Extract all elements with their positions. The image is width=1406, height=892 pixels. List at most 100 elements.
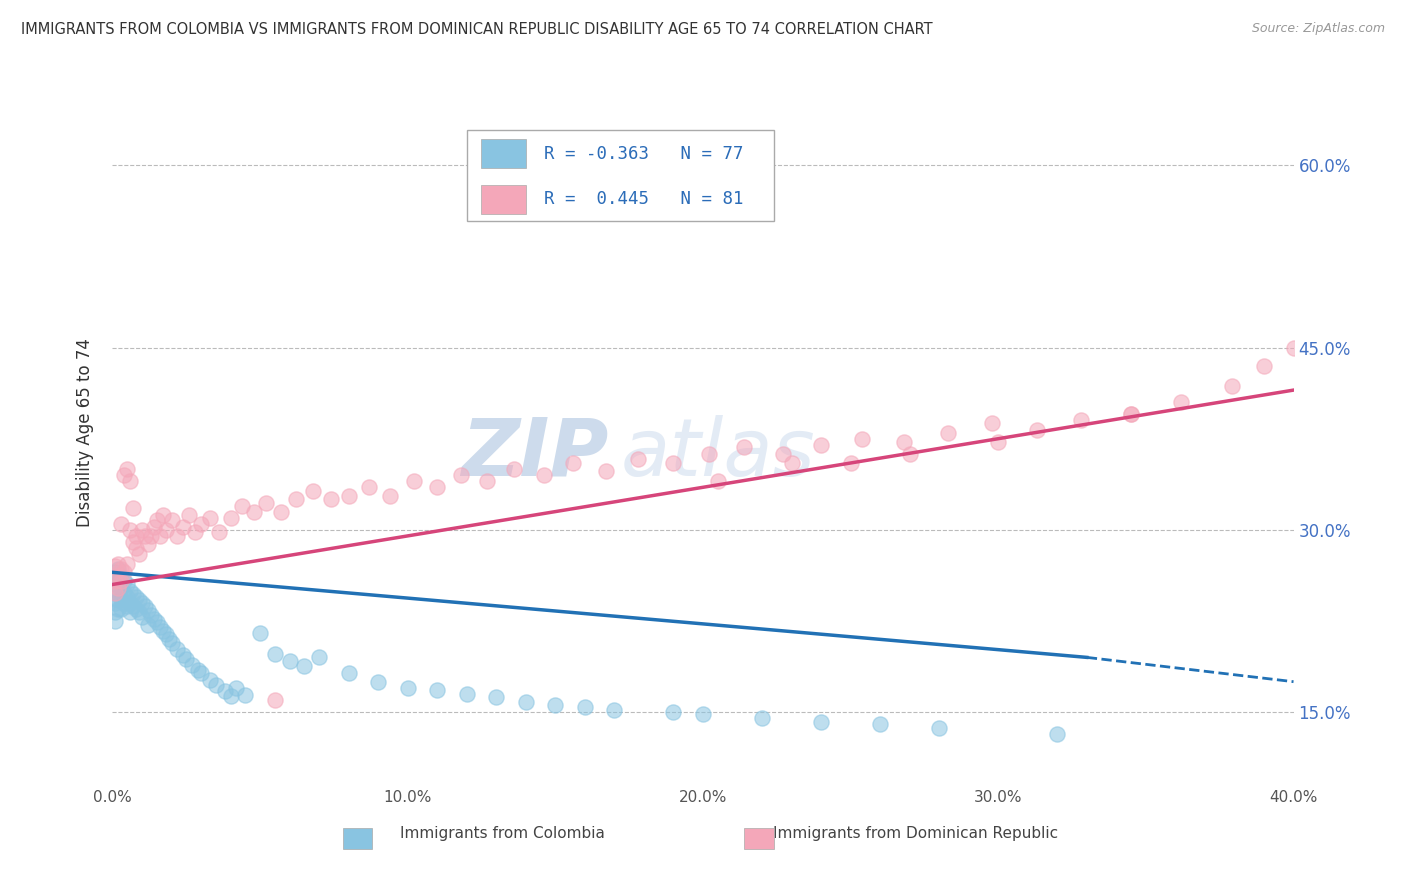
Point	[131, 610, 153, 624]
Point	[249, 626, 271, 640]
Point	[131, 596, 153, 610]
Point	[110, 574, 132, 588]
Point	[166, 641, 188, 656]
Point	[104, 574, 127, 588]
Point	[337, 489, 360, 503]
Point	[780, 456, 803, 470]
Point	[264, 693, 287, 707]
Point	[503, 462, 526, 476]
Point	[128, 606, 150, 620]
Point	[139, 607, 162, 622]
Point	[219, 510, 242, 524]
Point	[152, 624, 174, 638]
Point	[810, 714, 832, 729]
Point	[1312, 153, 1334, 167]
Point	[104, 606, 127, 620]
Point	[692, 707, 714, 722]
Point	[136, 603, 159, 617]
Point	[120, 596, 142, 610]
Point	[155, 523, 177, 537]
Point	[1220, 379, 1243, 393]
Text: ZIP: ZIP	[461, 415, 609, 492]
Point	[149, 529, 172, 543]
Point	[117, 599, 138, 614]
Point	[128, 547, 150, 561]
Point	[367, 674, 389, 689]
Point	[142, 520, 165, 534]
Point	[308, 650, 330, 665]
Point	[146, 513, 169, 527]
Point	[107, 593, 129, 607]
Point	[110, 592, 132, 607]
Point	[198, 510, 221, 524]
Point	[134, 599, 156, 614]
Point	[112, 566, 135, 580]
Point	[104, 566, 127, 580]
Point	[231, 499, 253, 513]
Point	[292, 659, 315, 673]
Bar	[481, 139, 526, 169]
Point	[359, 480, 381, 494]
Point	[208, 525, 231, 540]
Point	[562, 456, 585, 470]
Point	[270, 505, 292, 519]
Point	[107, 569, 129, 583]
Point	[104, 577, 127, 591]
Point	[172, 648, 194, 662]
Point	[110, 562, 132, 576]
Point	[1070, 413, 1092, 427]
Point	[128, 593, 150, 607]
Point	[112, 596, 135, 610]
Point	[595, 465, 617, 479]
Point	[198, 673, 221, 688]
Point	[110, 516, 132, 531]
Point	[125, 529, 148, 543]
Text: R =  0.445   N = 81: R = 0.445 N = 81	[544, 190, 742, 209]
Point	[120, 606, 142, 620]
Point	[662, 705, 685, 719]
Point	[190, 516, 212, 531]
Point	[136, 537, 159, 551]
Point	[107, 562, 129, 576]
Point	[987, 435, 1010, 450]
Point	[378, 489, 401, 503]
Point	[1046, 727, 1069, 741]
Point	[456, 687, 478, 701]
Point	[107, 583, 129, 598]
Point	[1119, 408, 1142, 422]
Point	[142, 611, 165, 625]
Point	[751, 711, 773, 725]
Point	[107, 557, 129, 571]
Point	[187, 663, 209, 677]
Point	[402, 474, 425, 488]
Point	[104, 586, 127, 600]
Point	[122, 599, 145, 614]
Point	[190, 666, 212, 681]
Point	[981, 416, 1004, 430]
Point	[264, 647, 287, 661]
Point	[205, 678, 228, 692]
Point	[160, 513, 183, 527]
Point	[184, 525, 207, 540]
Point	[284, 492, 307, 507]
Text: Immigrants from Dominican Republic: Immigrants from Dominican Republic	[773, 826, 1059, 841]
Point	[319, 492, 342, 507]
Point	[122, 535, 145, 549]
Point	[120, 583, 142, 598]
Point	[122, 500, 145, 515]
Point	[134, 529, 156, 543]
Point	[574, 700, 596, 714]
Point	[477, 474, 499, 488]
Point	[603, 703, 626, 717]
Point	[174, 651, 197, 665]
Point	[936, 425, 959, 440]
Point	[112, 574, 135, 588]
Point	[146, 615, 169, 629]
Point	[533, 468, 555, 483]
Point	[233, 688, 256, 702]
Point	[179, 508, 201, 523]
Point	[544, 698, 567, 712]
Point	[1119, 408, 1142, 422]
Bar	[343, 828, 373, 849]
Text: atlas: atlas	[620, 415, 815, 492]
